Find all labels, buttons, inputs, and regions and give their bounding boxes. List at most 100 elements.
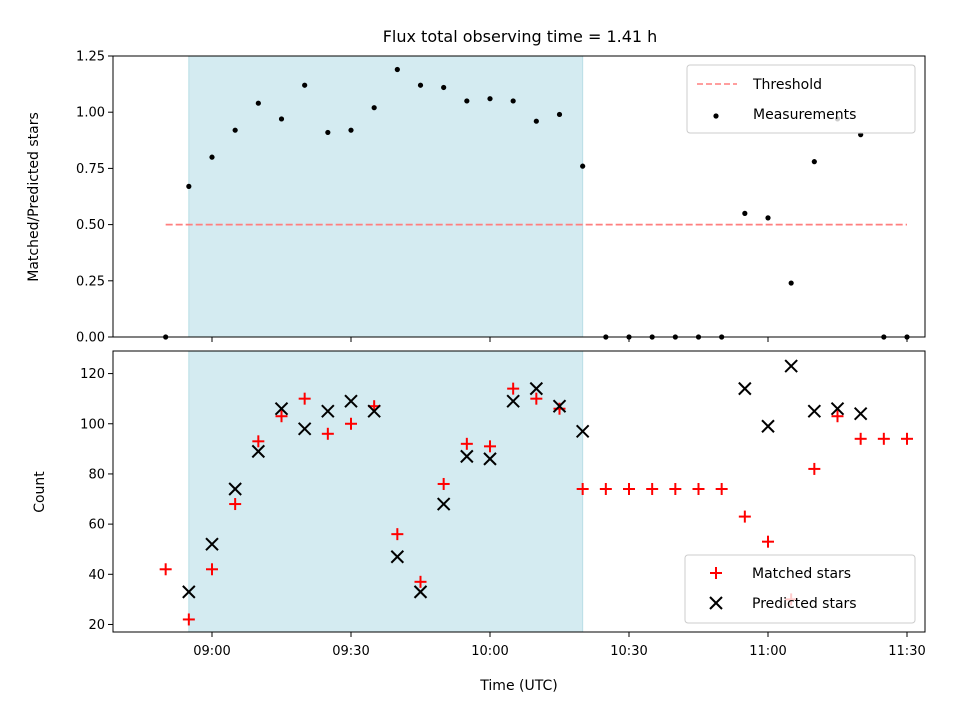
y-tick-label: 0.50 (76, 218, 105, 233)
measurement-point (186, 183, 192, 189)
bottom-legend-box (684, 554, 916, 624)
top-plot-frame (112, 55, 926, 338)
bottom-plot-frame (112, 350, 926, 633)
matched-stars-point (831, 410, 844, 423)
x-axis-label: Time (UTC) (479, 678, 557, 694)
x-tick-label: 09:00 (193, 644, 230, 659)
y-tick-label: 80 (88, 467, 105, 482)
y-tick-label: 40 (88, 568, 105, 583)
measurement-point (232, 127, 238, 133)
predicted-stars-point (344, 394, 358, 408)
matched-stars-point (738, 510, 751, 523)
x-axis-ticks-bottom: 09:00 09:30 10:00 10:30 11:00 11:30 (193, 632, 926, 659)
matched-stars-legend-label: Matched stars (752, 566, 851, 582)
x-tick-label: 11:00 (749, 644, 786, 659)
measurement-point (533, 118, 539, 124)
measurement-point (441, 84, 447, 91)
predicted-stars-point (853, 407, 868, 421)
matched-stars-point (321, 427, 334, 440)
matched-stars-point (715, 482, 728, 495)
predicted-stars-point (483, 452, 497, 466)
predicted-stars-point (552, 399, 567, 413)
matched-stars-point (808, 462, 821, 475)
predicted-stars-point (761, 419, 775, 433)
measurements-legend-label: Measurements (753, 107, 856, 123)
top-y-axis-label: Matched/Predicted stars (26, 112, 42, 282)
measurement-point (556, 111, 563, 118)
matched-stars-legend-swatch (710, 567, 722, 579)
measurement-point (278, 116, 285, 122)
matched-stars-point (877, 432, 890, 445)
predicted-stars-point (182, 585, 196, 599)
measurement-point (742, 210, 748, 216)
y-tick-label: 20 (88, 618, 105, 633)
y-tick-label: 60 (88, 518, 105, 533)
predicted-stars-legend-label: Predicted stars (752, 596, 857, 612)
matched-stars-point (206, 563, 218, 576)
measurements-legend-swatch (713, 113, 719, 119)
observing-window-shade-top (188, 55, 584, 338)
matched-stars-point (762, 535, 774, 548)
predicted-stars-point (460, 449, 474, 464)
matched-stars-point (623, 482, 635, 495)
matched-stars-point (530, 392, 543, 405)
matched-stars-point (901, 432, 913, 445)
measurement-point (510, 98, 516, 104)
x-tick-label: 10:30 (610, 644, 647, 659)
threshold-legend-label: Threshold (752, 77, 822, 93)
predicted-stars-point (321, 404, 335, 418)
predicted-stars-point (228, 482, 242, 496)
matched-stars-point (507, 382, 520, 395)
x-tick-label: 10:00 (471, 644, 508, 659)
observing-window-band (188, 350, 584, 633)
matched-stars-point (437, 477, 450, 490)
matched-stars-point (576, 482, 589, 495)
measurement-point (371, 105, 377, 111)
matched-stars-point (646, 482, 659, 495)
measurement-point (325, 129, 331, 136)
top-legend-box (686, 64, 916, 134)
y-axis-ticks-bottom: 20 40 60 80 100 120 (80, 367, 113, 633)
matched-stars-point (669, 482, 682, 495)
y-tick-label: 0.75 (76, 162, 105, 177)
predicted-stars-point (529, 381, 544, 396)
matched-stars-point (229, 498, 242, 511)
measurement-point (417, 82, 424, 88)
predicted-stars-point (367, 404, 381, 418)
predicted-stars-point (413, 585, 428, 599)
top-panel: 0.00 0.25 0.50 0.75 1.00 1.25 Matched/Predict… (26, 50, 926, 346)
matched-stars-point (182, 613, 195, 626)
bottom-y-axis-label: Count (32, 471, 48, 513)
measurement-point (788, 280, 794, 286)
measurement-point (464, 98, 470, 104)
chart-title: Flux total observing time = 1.41 h (383, 27, 658, 46)
matched-stars-point (298, 392, 311, 405)
predicted-stars-point (506, 394, 520, 408)
matched-stars-point (553, 402, 566, 415)
matched-stars-point (414, 575, 427, 588)
y-tick-label: 100 (80, 417, 105, 432)
y-tick-label: 1.00 (76, 106, 105, 121)
matched-stars-point (275, 410, 288, 423)
top-legend: Threshold Measurements (686, 64, 916, 134)
y-tick-label: 1.25 (76, 50, 105, 65)
measurement-point (580, 163, 586, 169)
matched-stars-point (159, 563, 172, 576)
measurement-point (348, 127, 354, 133)
predicted-stars-point (807, 404, 822, 418)
predicted-stars-point (297, 422, 312, 436)
y-axis-ticks-top: 0.00 0.25 0.50 0.75 1.00 1.25 (76, 50, 113, 346)
predicted-stars-legend-swatch (709, 596, 723, 610)
matched-stars-point (252, 435, 265, 448)
matched-stars-point (854, 432, 867, 445)
measurement-point (487, 96, 493, 102)
matched-stars-point (599, 482, 612, 495)
matched-stars-point (692, 482, 705, 495)
measurement-point (209, 154, 215, 160)
predicted-stars-point (274, 401, 289, 416)
predicted-stars-point (575, 424, 590, 438)
predicted-stars-point (251, 444, 266, 459)
measurement-point (811, 159, 817, 165)
predicted-stars-point (205, 537, 219, 551)
